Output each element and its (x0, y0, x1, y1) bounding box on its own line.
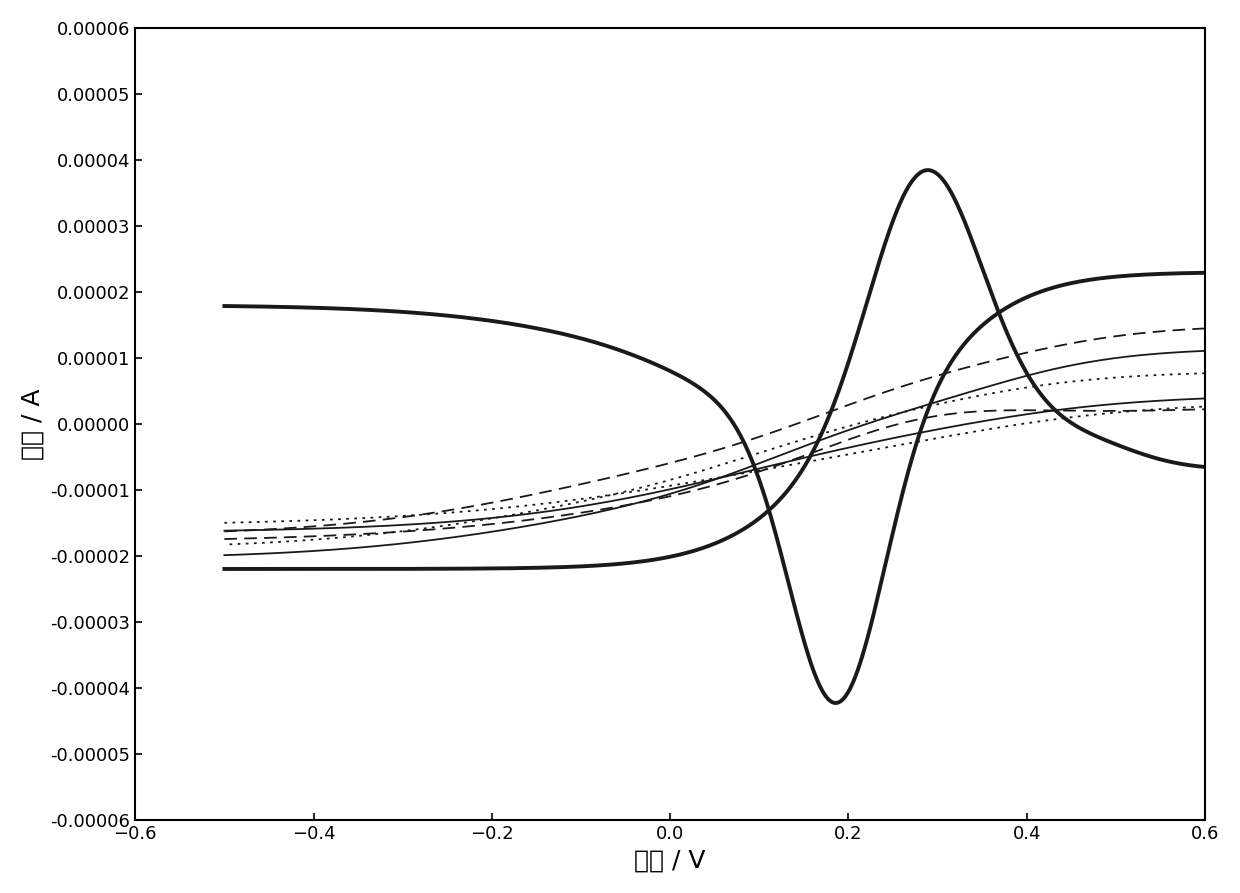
X-axis label: 电势 / V: 电势 / V (635, 848, 706, 872)
Y-axis label: 电流 / A: 电流 / A (21, 388, 45, 460)
